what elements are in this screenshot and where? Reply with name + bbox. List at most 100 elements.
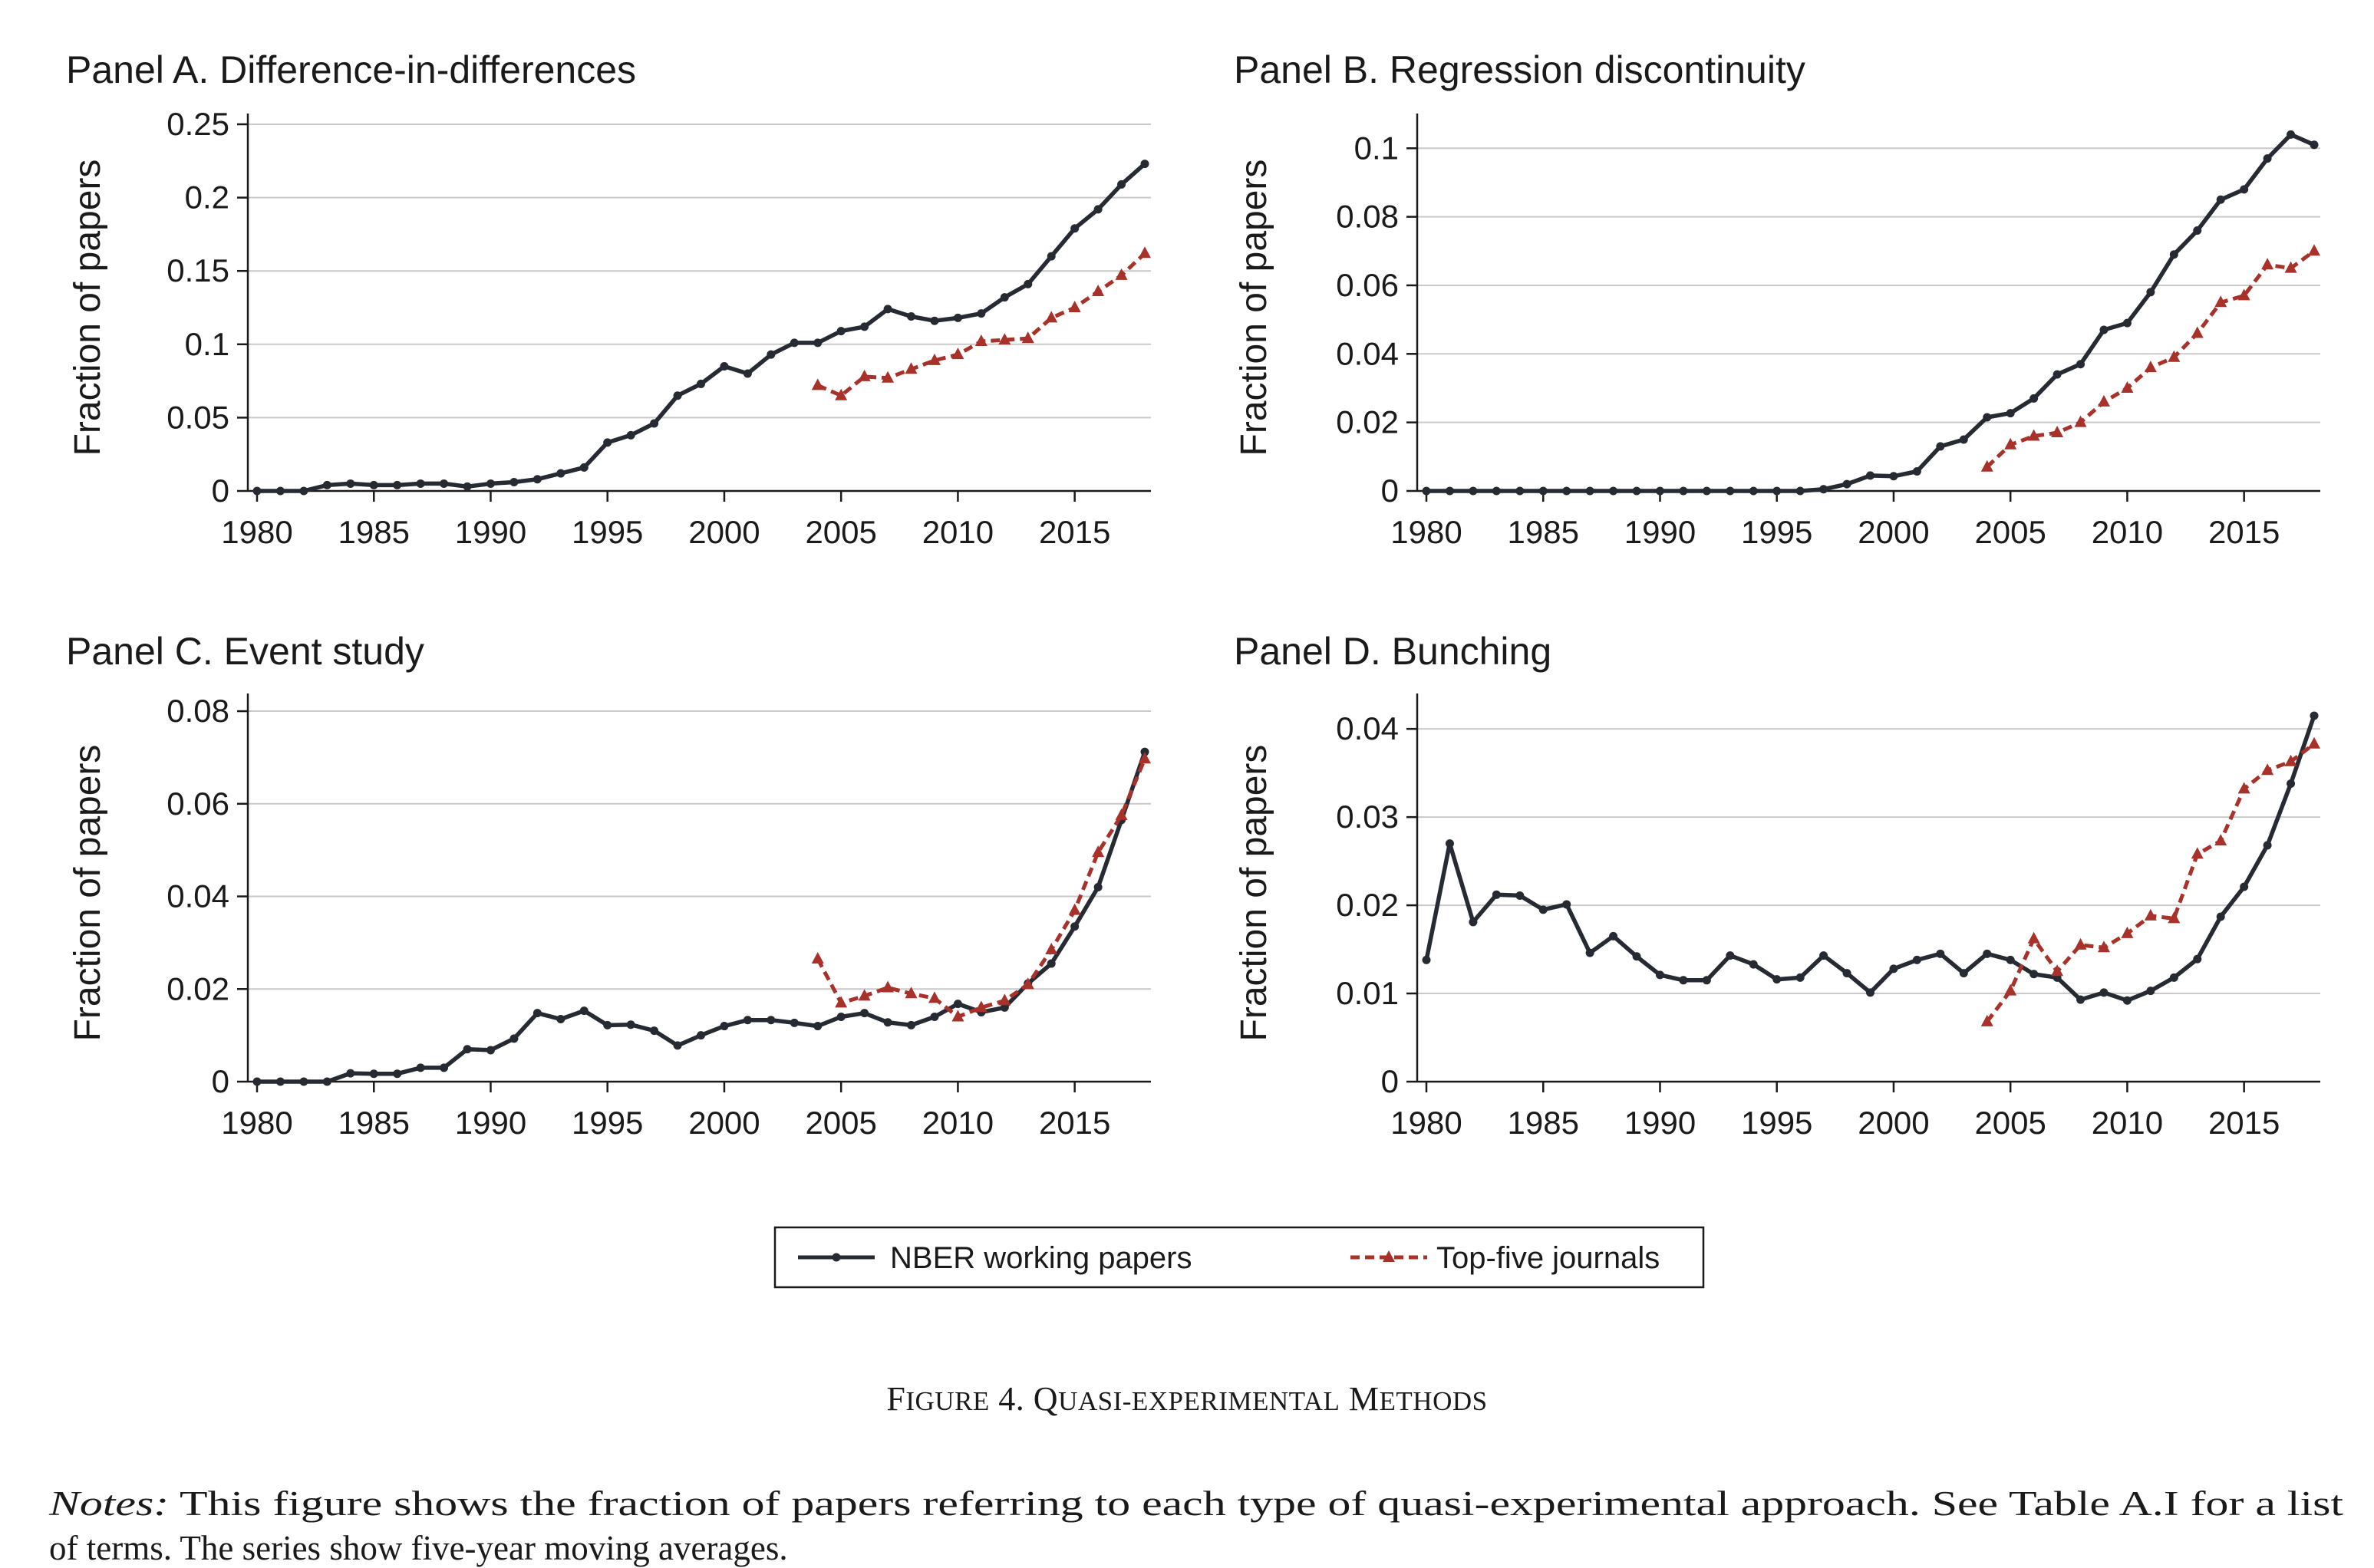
data-point-top5 [2214,834,2227,846]
data-point-nber [813,1022,823,1031]
data-point-nber [650,419,659,428]
figure-notes-line2: of terms. The series show five-year movi… [49,1529,788,1567]
data-point-nber [346,1069,355,1078]
x-tick-label: 2000 [1858,514,1929,550]
data-point-nber [2216,912,2225,921]
data-point-nber [1070,922,1080,931]
data-point-top5 [2074,937,2087,950]
data-point-nber [1819,485,1828,494]
x-tick-label: 2005 [805,514,876,550]
data-point-nber [579,463,589,472]
series-line-top5 [1985,742,2316,1023]
data-point-nber [907,311,916,321]
data-point-top5 [2168,350,2181,362]
x-tick-label: 2015 [2208,514,2280,550]
data-point-nber [860,322,869,331]
panel-d-title: Panel D. Bunching [1234,630,1551,673]
x-tick-label: 1980 [1390,1105,1462,1141]
legend: NBER working papers Top-five journals [773,1226,1705,1289]
data-point-nber [603,438,612,447]
data-point-nber [953,313,962,322]
data-point-nber [1842,969,1851,978]
data-point-nber [1819,951,1828,960]
data-point-nber [1562,486,1571,496]
x-tick-label: 1985 [1508,514,1579,550]
data-point-nber [252,486,262,496]
y-tick-label: 0.06 [167,786,229,822]
panel-a: Panel A. Difference-in-differences 0 0.05 0… [66,48,1151,550]
data-point-nber [1702,486,1711,496]
data-point-top5 [2261,763,2274,776]
data-point-nber [767,350,776,359]
data-point-nber [1609,486,1618,496]
data-point-nber [322,480,331,489]
x-tick-label: 2000 [688,1105,760,1141]
data-point-nber [556,1015,565,1024]
x-tick-label: 1990 [455,1105,526,1141]
data-point-nber [393,480,402,489]
data-point-nber [1538,486,1548,496]
data-point-nber [767,1016,776,1025]
data-point-nber [2240,882,2249,891]
figure-notes-line1: Notes: This figure shows the fraction of… [48,1484,2344,1523]
data-point-top5 [998,993,1011,1006]
data-point-nber [930,1012,939,1021]
data-point-nber [346,479,355,488]
data-point-nber [1749,486,1758,496]
data-point-top5 [2308,736,2320,749]
data-point-top5 [928,991,941,1003]
x-tick-label: 2005 [1974,1105,2046,1141]
data-point-top5 [882,371,895,383]
data-point-nber [1726,486,1735,496]
data-point-top5 [2168,911,2181,924]
data-point-nber [673,391,682,400]
x-tick-label: 2000 [1858,1105,1929,1141]
data-point-top5 [1092,845,1105,858]
y-tick-label: 0.04 [167,878,229,914]
y-tick-label: 0 [1381,473,1399,509]
data-point-nber [2193,226,2202,235]
data-point-nber [299,1077,308,1086]
data-point-nber [953,1000,962,1009]
data-point-top5 [2004,983,2017,996]
data-point-nber [1492,890,1501,899]
y-tick-label: 0.08 [167,693,229,729]
y-tick-label: 0.04 [1336,335,1399,371]
data-point-nber [1585,948,1594,957]
data-point-nber [463,482,472,491]
data-point-top5 [2261,258,2274,270]
legend-nber-label: NBER working papers [890,1241,1192,1275]
data-point-nber [1842,479,1851,489]
y-tick-label: 0.05 [167,399,229,435]
data-point-nber [2263,841,2272,850]
data-point-nber [416,479,425,488]
data-point-nber [533,1009,542,1018]
data-point-nber [2006,955,2015,964]
data-point-top5 [2004,437,2017,450]
data-point-nber [1702,976,1711,985]
data-point-nber [1000,293,1009,302]
data-point-nber [1445,839,1454,848]
data-point-nber [2076,995,2085,1004]
data-point-nber [1912,955,1921,964]
data-point-nber [2169,973,2178,982]
data-point-nber [907,1020,916,1029]
data-point-nber [836,1012,846,1021]
data-point-nber [1889,472,1898,481]
x-tick-label: 2015 [1039,1105,1110,1141]
data-point-nber [1024,279,1033,288]
data-point-nber [603,1020,612,1029]
data-point-nber [790,338,799,348]
data-point-top5 [1139,246,1151,259]
data-point-nber [579,1006,589,1016]
data-point-nber [697,379,705,388]
data-point-nber [2099,325,2109,334]
data-point-top5 [2144,908,2157,921]
data-point-top5 [2121,926,2134,938]
data-point-nber [275,1077,285,1086]
y-tick-label: 0.2 [185,180,229,216]
data-point-nber [486,1046,495,1055]
legend-top5-marker [1383,1250,1395,1262]
x-tick-label: 2010 [2092,514,2163,550]
data-point-nber [1795,486,1805,496]
